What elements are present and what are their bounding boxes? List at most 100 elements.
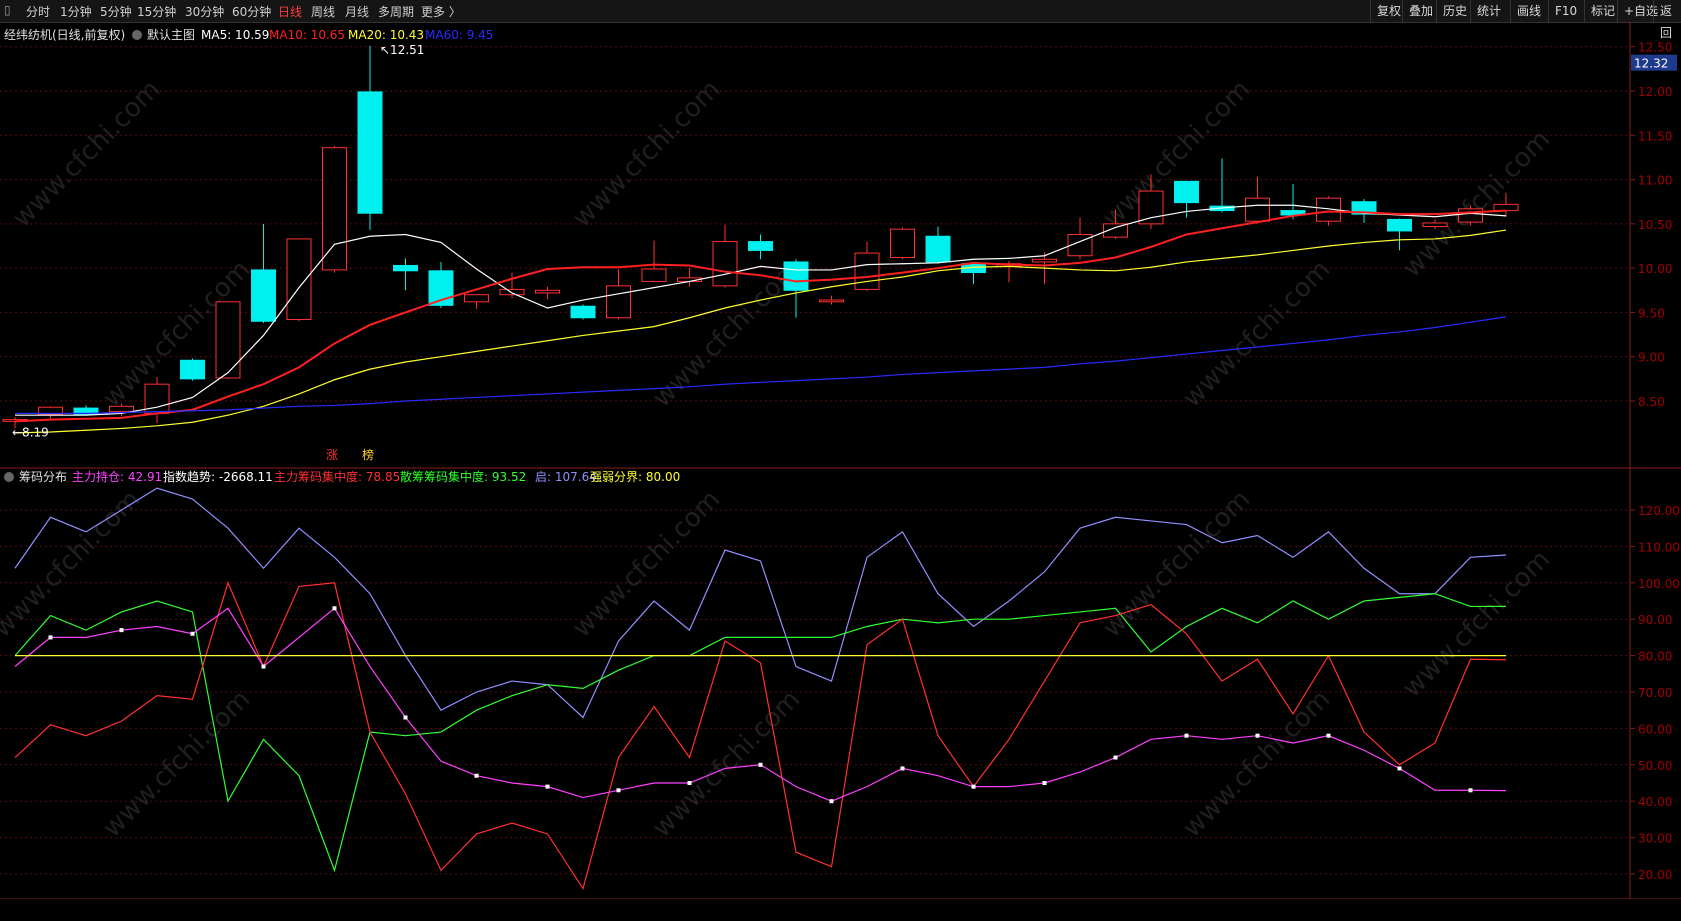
candle [180,358,205,381]
toolbar-button-3[interactable]: 统计 [1470,0,1507,22]
marker-zhang: 涨 [326,447,338,462]
holding-marker [1326,733,1331,738]
candle-body [1351,201,1377,215]
toolbar-button-1[interactable]: 叠加 [1402,0,1439,22]
candle-layer [2,45,1519,429]
sub-tick-label: 50.00 [1638,759,1672,773]
low-annotation: ←8.19 [12,425,49,439]
holding-marker [900,766,905,771]
candle [464,294,489,309]
candle [286,238,312,322]
tab-period-7[interactable]: 周线 [311,5,336,19]
candle [677,268,702,287]
menu-icon[interactable]: ▯ [4,3,11,17]
sub-tick-label: 20.00 [1638,868,1672,882]
candle [570,304,596,320]
candle-body [251,269,276,322]
candle-body [357,91,383,214]
ma-value-label: MA60: 9.45 [425,28,493,42]
indicator-value-label: 指数趋势: -2668.11 [163,469,273,484]
tab-period-6[interactable]: 日线 [278,5,303,19]
ma-line-ma5 [15,204,1507,416]
toolbar-button-5[interactable]: F10 [1548,0,1583,22]
holding-marker [261,664,266,669]
candle-body [1174,180,1199,204]
high-annotation: ↖12.51 [380,43,424,57]
holding-marker [687,781,692,785]
holding-marker [829,799,834,804]
candle [38,406,63,419]
tab-period-0[interactable]: 分时 [26,5,51,19]
candle [357,45,383,231]
tab-period-3[interactable]: 15分钟 [137,5,177,19]
toolbar-button-0[interactable]: 复权 [1370,0,1407,22]
candle-body [890,228,915,259]
candle [1174,180,1199,218]
tab-period-9[interactable]: 多周期 [378,5,415,19]
sub-tick-label: 40.00 [1638,795,1672,809]
candle [1138,174,1164,230]
tab-period-10[interactable]: 更多 〉 [421,5,461,19]
sub-tick-label: 100.00 [1638,577,1680,591]
candle-body [1103,223,1128,238]
watermark-text: www.cfchi.com [567,74,726,233]
candle-body [712,241,738,287]
toolbar-button-4[interactable]: 画线 [1510,0,1547,22]
candle-body [393,264,418,272]
sub-tick-label: 60.00 [1638,722,1672,736]
tab-period-5[interactable]: 60分钟 [232,5,272,19]
candle [712,224,738,288]
ma-line-ma10 [14,209,1507,423]
candle-body [570,305,596,319]
holding-marker [971,784,976,789]
main-tick-label: 10.00 [1638,262,1672,276]
indicator-value-label: 启: 107.64 [535,470,597,484]
candle-body [606,285,631,319]
candle [1103,209,1128,239]
holding-marker [545,784,550,789]
ma-value-label: MA20: 10.43 [348,28,424,42]
holding-marker [1184,733,1189,738]
tab-period-1[interactable]: 1分钟 [60,5,92,19]
candle [890,227,915,260]
sub-layer [14,487,1507,891]
indicator-value-label: 强弱分界: 80.00 [590,470,680,484]
candle [748,234,773,260]
candle-body [1422,222,1448,228]
candle-body [1387,218,1412,232]
toolbar-button-7[interactable]: +自选 [1617,0,1664,22]
toolbar-button-8[interactable]: 返回 [1653,0,1681,40]
indicator-value-label: 主力持仓: 42.91 [72,469,162,484]
candle [1387,218,1412,251]
tab-period-4[interactable]: 30分钟 [185,5,225,19]
ma-layer: ↖12.51 ←8.19 涨 榜 [12,43,1507,462]
candle [144,377,170,424]
holding-marker [474,773,479,778]
sub-tick-label: 90.00 [1638,613,1672,627]
candle [428,261,454,308]
sub-tick-label: 80.00 [1638,650,1672,664]
candle-body [641,268,667,282]
candle [1458,205,1483,226]
candle-body [1245,197,1270,222]
candle [606,269,631,320]
template-dropdown-icon [132,30,142,40]
tab-period-2[interactable]: 5分钟 [100,5,132,19]
chart-area: www.cfchi.com www.cfchi.com www.cfchi.com w… [0,22,1681,899]
tab-period-8[interactable]: 月线 [345,5,370,19]
toolbar-button-6[interactable]: 标记 [1584,0,1621,22]
candle-body [322,147,347,271]
sub-tick-label: 30.00 [1638,832,1672,846]
candle-body [73,407,99,415]
candle-body [819,299,844,303]
holding-marker [119,628,124,633]
watermark-layer: www.cfchi.com www.cfchi.com www.cfchi.com w… [0,74,1556,843]
holding-marker [758,762,763,767]
candle-body [925,235,951,263]
candle-body [499,288,525,296]
holding-marker [48,635,53,640]
toolbar-button-2[interactable]: 历史 [1436,0,1473,22]
candle-body [180,359,205,380]
main-tick-label: 11.00 [1638,174,1672,188]
candle [535,286,560,300]
